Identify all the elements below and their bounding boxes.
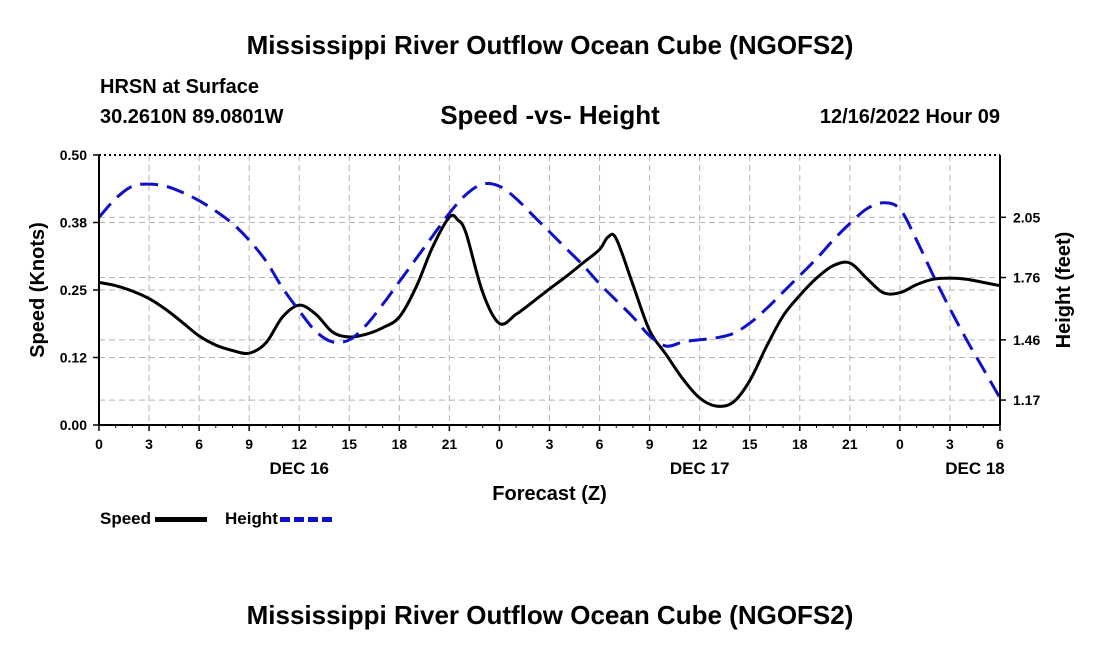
- x-day-label: DEC 16: [269, 459, 329, 478]
- footer-title: Mississippi River Outflow Ocean Cube (NG…: [246, 600, 854, 630]
- axes: [93, 154, 1006, 431]
- x-axis-label: Forecast (Z): [492, 483, 606, 505]
- y-tick-label-left: 0.25: [60, 282, 87, 298]
- chart-subtitle: Speed -vs- Height: [440, 100, 660, 130]
- legend-item-height: Height: [225, 509, 332, 529]
- x-day-label: DEC 17: [670, 459, 730, 478]
- x-tick-label: 18: [392, 436, 408, 452]
- y-tick-label-left: 0.12: [60, 350, 87, 366]
- station-coordinates: 30.2610N 89.0801W: [100, 106, 284, 128]
- x-tick-label: 15: [341, 436, 357, 452]
- x-tick-label: 9: [646, 436, 654, 452]
- x-tick-label: 0: [95, 436, 103, 452]
- series-line-height: [97, 181, 1002, 399]
- x-day-label: DEC 18: [945, 459, 1005, 478]
- legend-height-label: Height: [225, 509, 278, 528]
- x-tick-label: 0: [496, 436, 504, 452]
- x-tick-label: 12: [291, 436, 307, 452]
- series-line-speed: [98, 213, 1001, 408]
- series-layer: [97, 181, 1002, 408]
- y-tick-label-left: 0.00: [60, 417, 87, 433]
- station-name: HRSN at Surface: [100, 76, 259, 98]
- grid: [99, 155, 1000, 425]
- y-axis-label-right: Height (feet): [1053, 232, 1075, 349]
- y-axis-label-left: Speed (Knots): [27, 222, 49, 358]
- y-tick-label-right: 2.05: [1013, 209, 1040, 225]
- legend-speed-swatch: [155, 516, 208, 522]
- x-tick-label: 18: [792, 436, 808, 452]
- x-tick-label: 3: [145, 436, 153, 452]
- x-tick-label: 6: [195, 436, 203, 452]
- axis-labels: 0 3 6 9 12 15 18 21 0 3 6 9 12 15 18 21 0 3 6 DEC 16 DEC 17 D…: [27, 147, 1075, 505]
- x-tick-label: 6: [996, 436, 1004, 452]
- x-tick-label: 3: [946, 436, 954, 452]
- legend-item-speed: Speed: [100, 509, 208, 529]
- legend: Speed Height: [100, 509, 350, 529]
- legend-height-swatch: [279, 516, 332, 522]
- x-tick-label: 21: [442, 436, 458, 452]
- legend-speed-label: Speed: [100, 509, 152, 528]
- y-tick-label-right: 1.17: [1013, 392, 1040, 408]
- y-tick-label-right: 1.76: [1013, 270, 1040, 286]
- x-tick-label: 12: [692, 436, 708, 452]
- x-tick-label: 3: [546, 436, 554, 452]
- x-tick-label: 0: [896, 436, 904, 452]
- run-time: 12/16/2022 Hour 09: [819, 106, 1000, 128]
- y-tick-label-right: 1.46: [1013, 332, 1040, 348]
- chart-title: Mississippi River Outflow Ocean Cube (NG…: [246, 30, 854, 60]
- x-tick-label: 6: [596, 436, 604, 452]
- x-tick-label: 21: [842, 436, 858, 452]
- x-tick-label: 9: [245, 436, 253, 452]
- y-tick-label-left: 0.50: [60, 147, 87, 163]
- y-tick-label-left: 0.38: [60, 215, 87, 231]
- x-tick-label: 15: [742, 436, 758, 452]
